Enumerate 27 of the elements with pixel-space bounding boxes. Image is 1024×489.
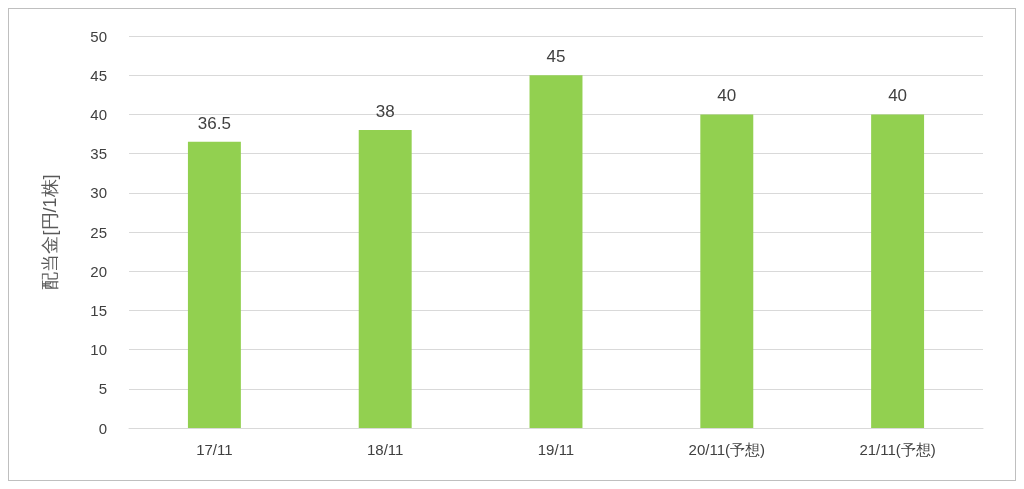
- y-tick-label: 15: [90, 301, 107, 319]
- y-tick-label: 0: [98, 419, 107, 437]
- data-label: 40: [888, 86, 908, 106]
- y-axis-title: 配当金[円/1株]: [40, 174, 60, 290]
- y-tick-label: 20: [90, 262, 107, 280]
- y-tick-label: 40: [90, 105, 107, 123]
- y-tick-label: 10: [90, 341, 107, 359]
- y-tick-label: 30: [90, 184, 107, 202]
- y-tick-label: 50: [90, 27, 107, 45]
- data-label: 40: [717, 86, 737, 106]
- x-tick-label: 21/11(予想): [859, 441, 936, 458]
- data-label: 45: [546, 47, 566, 67]
- y-tick-label: 5: [98, 380, 107, 398]
- x-tick-label: 20/11(予想): [688, 441, 766, 458]
- data-label: 38: [375, 102, 395, 122]
- bar: [700, 114, 754, 428]
- x-tick-label: 19/11: [537, 441, 575, 458]
- y-tick-label: 45: [90, 66, 107, 84]
- y-tick-label: 25: [90, 223, 107, 241]
- bar: [871, 114, 925, 428]
- x-tick-label: 18/11: [366, 441, 404, 458]
- bar: [529, 75, 583, 428]
- bar: [358, 130, 412, 428]
- bar: [187, 141, 241, 428]
- x-tick-label: 17/11: [196, 441, 233, 458]
- y-tick-label: 35: [90, 145, 107, 163]
- data-label: 36.5: [197, 113, 231, 133]
